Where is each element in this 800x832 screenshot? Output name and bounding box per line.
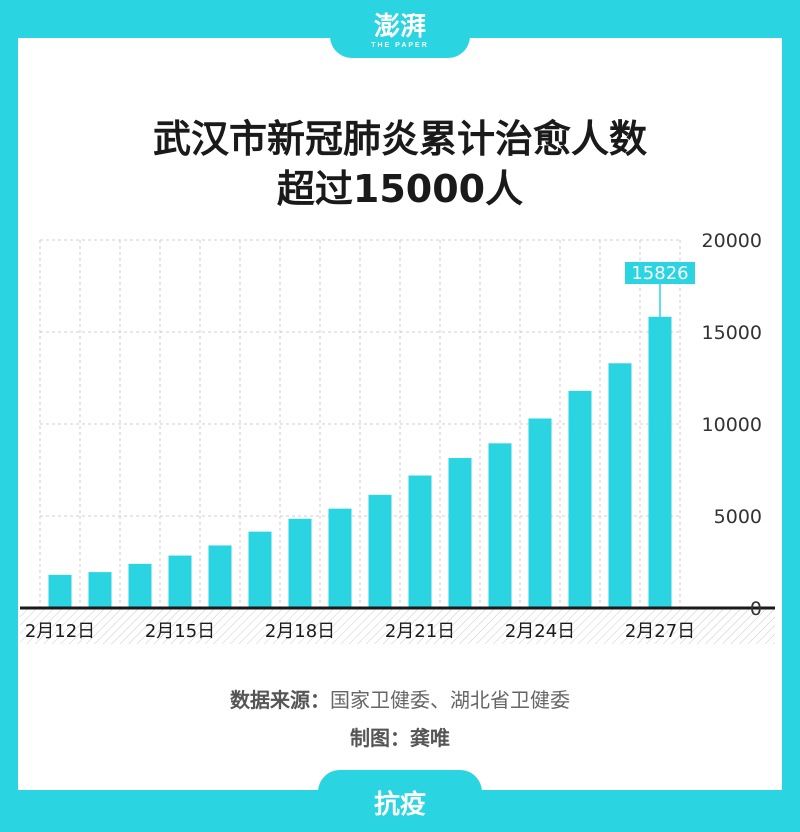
x-tick-label: 2月15日 xyxy=(145,621,215,642)
x-tick-label: 2月27日 xyxy=(625,621,695,642)
y-axis-ticks: 0 5000 10000 15000 20000 xyxy=(702,230,762,620)
logo-subtext: THE PAPER xyxy=(371,42,429,49)
source-label: 数据来源： xyxy=(230,688,330,712)
bar xyxy=(248,531,272,608)
bar xyxy=(408,475,432,608)
y-tick-label: 20000 xyxy=(702,230,762,252)
bar xyxy=(528,418,552,608)
x-tick-label: 2月12日 xyxy=(25,621,95,642)
y-tick-label: 0 xyxy=(750,598,762,620)
chart-title-line-1: 武汉市新冠肺炎累计治愈人数 xyxy=(152,117,647,161)
grid-lines xyxy=(39,239,681,608)
x-tick-label: 2月18日 xyxy=(265,621,335,642)
bar xyxy=(608,363,632,608)
author-label: 制图： xyxy=(350,726,410,750)
footer-label: 抗疫 xyxy=(373,790,426,820)
source-text: 国家卫健委、湖北省卫健委 xyxy=(330,688,570,712)
bar xyxy=(168,555,192,608)
bar xyxy=(208,545,232,608)
bar xyxy=(488,443,512,608)
logo-text: 澎湃 xyxy=(373,12,426,42)
source-line: 数据来源：国家卫健委、湖北省卫健委 xyxy=(0,684,800,713)
author-line: 制图：龚唯 xyxy=(0,722,800,751)
footer-tab: 抗疫 xyxy=(318,770,482,832)
chart-title-line-2: 超过15000人 xyxy=(276,167,524,211)
y-tick-label: 5000 xyxy=(714,506,762,528)
bar xyxy=(648,316,672,608)
x-tick-label: 2月24日 xyxy=(505,621,575,642)
x-axis-band xyxy=(20,609,775,644)
y-tick-label: 10000 xyxy=(702,414,762,436)
x-tick-label: 2月21日 xyxy=(385,621,455,642)
bar xyxy=(328,508,352,608)
data-label: 15826 xyxy=(631,263,688,284)
bar xyxy=(448,458,472,608)
y-tick-label: 15000 xyxy=(702,322,762,344)
value-annotation: 15826 xyxy=(625,262,695,317)
bar xyxy=(88,572,112,608)
annotation-box xyxy=(625,262,695,284)
bar xyxy=(368,494,392,608)
logo-tab: 澎湃 THE PAPER xyxy=(330,0,470,58)
bar xyxy=(568,390,592,608)
bar xyxy=(288,518,312,608)
bar xyxy=(128,563,152,608)
bar xyxy=(48,574,72,608)
x-axis-ticks: 2月12日 2月15日 2月18日 2月21日 2月24日 2月27日 xyxy=(25,621,695,642)
bars xyxy=(48,316,672,608)
author-text: 龚唯 xyxy=(410,726,450,750)
